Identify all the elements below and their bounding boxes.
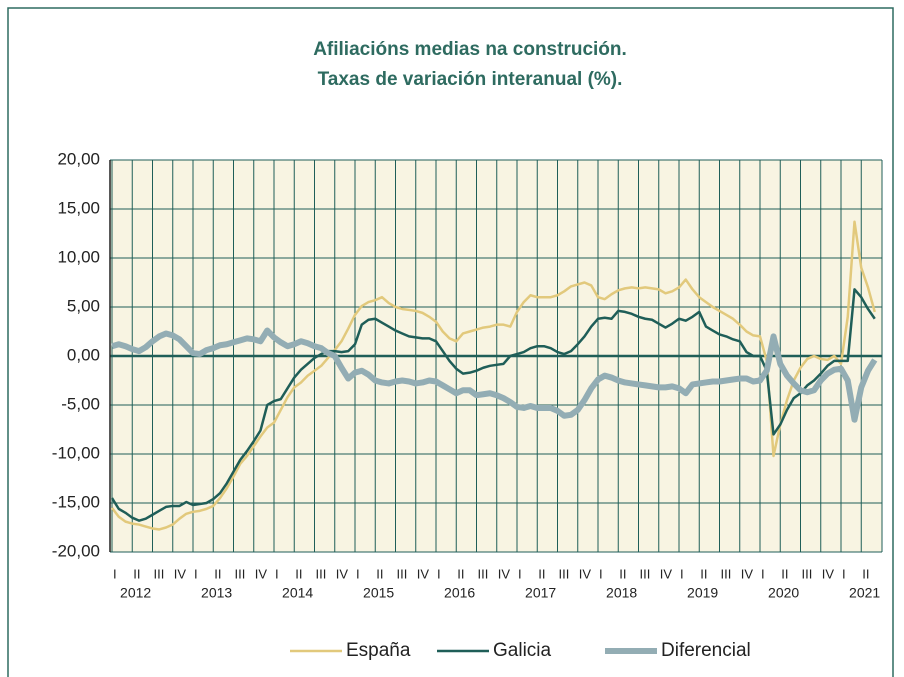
year-label: 2014 — [282, 585, 313, 601]
line-series — [111, 220, 876, 531]
y-tick-label: 5,00 — [67, 296, 100, 315]
frame — [7, 7, 894, 677]
y-tick-label: 15,00 — [57, 198, 100, 217]
x-tick-label: II — [619, 566, 626, 581]
x-tick-label: III — [478, 566, 489, 581]
x-tick-label: I — [437, 566, 441, 581]
y-tick-label: -10,00 — [52, 443, 100, 462]
x-tick-label: II — [700, 566, 707, 581]
year-label: 2012 — [120, 585, 151, 601]
x-tick-label: III — [397, 566, 408, 581]
x-tick-label: IV — [741, 566, 754, 581]
y-tick-label: -5,00 — [61, 394, 100, 413]
x-tick-label: I — [842, 566, 846, 581]
legend-label: Diferencial — [661, 640, 751, 661]
x-tick-label: IV — [174, 566, 187, 581]
x-tick-label: I — [194, 566, 198, 581]
year-label: 2019 — [687, 585, 718, 601]
x-tick-label: I — [518, 566, 522, 581]
legend-label: Galicia — [493, 640, 552, 661]
y-tick-label: 10,00 — [57, 247, 100, 266]
y-tick-label: -15,00 — [52, 492, 100, 511]
x-tick-label: I — [599, 566, 603, 581]
x-tick-label: III — [154, 566, 165, 581]
chart-subtitle: Taxas de variación interanual (%). — [318, 69, 623, 90]
x-tick-label: II — [295, 566, 302, 581]
x-tick-label: III — [721, 566, 732, 581]
legend-label: España — [346, 640, 411, 661]
x-tick-label: II — [781, 566, 788, 581]
x-tick-label: II — [538, 566, 545, 581]
x-tick-label: IV — [579, 566, 592, 581]
x-tick-label: IV — [498, 566, 511, 581]
year-label: 2020 — [768, 585, 799, 601]
x-tick-label: I — [356, 566, 360, 581]
x-tick-label: III — [316, 566, 327, 581]
line-series — [111, 327, 878, 423]
x-tick-label: IV — [417, 566, 430, 581]
x-tick-label: II — [376, 566, 383, 581]
x-tick-label: I — [761, 566, 765, 581]
x-tick-label: IV — [822, 566, 835, 581]
year-label: 2015 — [363, 585, 394, 601]
x-tick-label: I — [113, 566, 117, 581]
x-tick-label: II — [133, 566, 140, 581]
x-tick-label: III — [802, 566, 813, 581]
y-tick-label: 0,00 — [67, 345, 100, 364]
x-tick-label: I — [275, 566, 279, 581]
year-label: 2017 — [525, 585, 556, 601]
y-tick-label: -20,00 — [52, 541, 100, 560]
year-label: 2018 — [606, 585, 637, 601]
x-tick-label: IV — [336, 566, 349, 581]
x-tick-label: II — [214, 566, 221, 581]
x-tick-label: II — [457, 566, 464, 581]
year-label: 2021 — [849, 585, 880, 601]
x-tick-label: IV — [660, 566, 673, 581]
x-tick-label: III — [235, 566, 246, 581]
line-series — [110, 288, 876, 522]
x-tick-label: III — [559, 566, 570, 581]
x-tick-label: III — [640, 566, 651, 581]
x-tick-label: I — [680, 566, 684, 581]
year-label: 2013 — [201, 585, 232, 601]
x-tick-label: II — [862, 566, 869, 581]
y-tick-label: 20,00 — [57, 149, 100, 168]
x-tick-label: IV — [255, 566, 268, 581]
year-label: 2016 — [444, 585, 475, 601]
chart-title: Afiliacións medias na construción. — [313, 39, 627, 60]
